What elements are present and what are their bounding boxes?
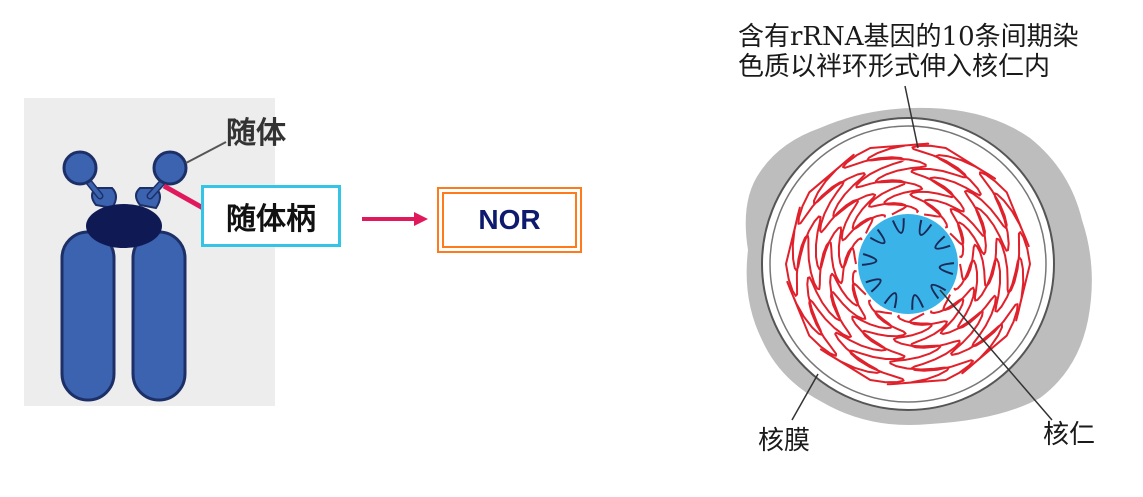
chromatin-loop <box>785 206 863 297</box>
stalk-leader-line <box>162 183 205 211</box>
satellite-left <box>62 150 98 186</box>
nucleolar-loop <box>918 219 933 236</box>
chromatin-loop <box>797 153 886 242</box>
nucleolar-loop <box>861 253 878 266</box>
nucleus-panel: 含有rRNA基因的10条间期染 色质以袢环形式伸入核仁内 核膜 核仁 <box>700 0 1143 497</box>
chromatin-loop <box>842 142 930 216</box>
satellite-stalk-label: 随体柄 <box>226 202 316 237</box>
chromatin-loop <box>786 270 867 357</box>
chromosome-left-arm <box>60 230 116 402</box>
nucleolar-chromatin-loops <box>861 218 955 310</box>
nucleolar-loop <box>869 228 886 245</box>
nucleolar-loop <box>865 278 882 293</box>
caption-line-1: 含有rRNA基因的10条间期染 <box>738 22 1079 52</box>
nucleolus-leader-line <box>939 289 1053 421</box>
nucleolar-loop <box>911 294 925 310</box>
nucleolar-loop <box>938 262 955 275</box>
chromatin-loop <box>886 312 974 386</box>
chromosome-illustration <box>60 141 428 402</box>
caption-line-2: 色质以袢环形式伸入核仁内 <box>738 52 1051 82</box>
arrow-head <box>414 212 428 226</box>
nucleolar-loop <box>930 283 947 300</box>
nucleus-illustration <box>745 85 1092 426</box>
chromatin-loop <box>930 286 1019 375</box>
nuclear-membrane-label: 核膜 <box>758 426 811 456</box>
nucleus-caption: 含有rRNA基因的10条间期染 色质以袢环形式伸入核仁内 <box>738 22 1079 82</box>
nor-label: NOR <box>478 204 541 235</box>
chromatin-loop <box>949 171 1030 258</box>
chromatin-loop <box>909 144 997 229</box>
caption-leader-line <box>904 85 919 149</box>
satellite-stalk-box: 随体柄 <box>201 185 341 247</box>
nucleolus-label: 核仁 <box>1043 420 1096 450</box>
satellite-leader-line <box>185 141 227 164</box>
chromosome-panel: 随体 随体柄 NOR <box>24 98 582 406</box>
chromatin-loop <box>953 231 1031 322</box>
nucleolar-loop <box>934 235 951 250</box>
chromatin-loops <box>785 142 1031 386</box>
satellite-label: 随体 <box>226 116 286 151</box>
chromosome-right-arm <box>131 230 187 402</box>
satellite-right <box>152 150 188 186</box>
centromere <box>86 204 162 248</box>
nor-box-inner: NOR <box>442 192 577 248</box>
chromatin-loop <box>819 299 907 384</box>
nor-box: NOR <box>437 187 582 253</box>
nucleolar-loop <box>891 218 905 234</box>
nucleolar-loop <box>883 292 898 309</box>
membrane-leader-line <box>791 373 819 421</box>
